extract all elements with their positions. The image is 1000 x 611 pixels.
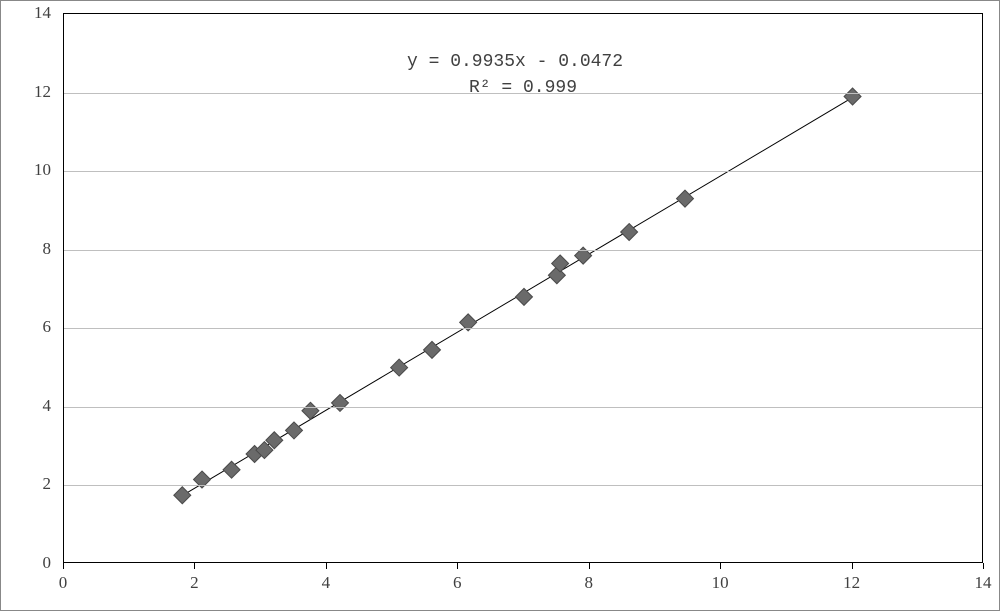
x-tick (983, 563, 984, 569)
x-tick (589, 563, 590, 569)
x-tick-label: 12 (843, 573, 860, 593)
x-tick-label: 14 (975, 573, 992, 593)
gridline-horizontal (64, 171, 982, 172)
data-point-marker (677, 190, 694, 207)
x-tick-label: 0 (59, 573, 68, 593)
data-point-marker (516, 288, 533, 305)
data-point-marker (286, 422, 303, 439)
data-point-marker (223, 461, 240, 478)
equation-annotation: y = 0.9935x - 0.0472 (407, 52, 623, 72)
chart-container: y = 0.9935x - 0.0472 R² = 0.999 0 2 4 6 8 10 12… (0, 0, 1000, 611)
data-point-marker (552, 255, 569, 272)
data-point-marker (548, 267, 565, 284)
data-point-marker (844, 88, 861, 105)
data-point-marker (302, 402, 319, 419)
gridline-horizontal (64, 485, 982, 486)
data-point-marker (256, 442, 273, 459)
x-tick-label: 6 (453, 573, 462, 593)
r-squared-annotation: R² = 0.999 (469, 78, 577, 98)
y-tick-label: 12 (34, 82, 51, 102)
x-tick-label: 4 (322, 573, 331, 593)
x-tick-label: 2 (190, 573, 199, 593)
x-tick-label: 10 (712, 573, 729, 593)
data-point-marker (266, 432, 283, 449)
x-tick (720, 563, 721, 569)
data-point-marker (424, 341, 441, 358)
x-tick (852, 563, 853, 569)
y-tick-label: 6 (43, 317, 52, 337)
x-tick (457, 563, 458, 569)
y-tick-label: 14 (34, 3, 51, 23)
data-point-marker (391, 359, 408, 376)
y-tick-label: 10 (34, 160, 51, 180)
data-point-marker (621, 224, 638, 241)
x-tick (326, 563, 327, 569)
data-point-marker (174, 487, 191, 504)
gridline-horizontal (64, 328, 982, 329)
x-tick (194, 563, 195, 569)
y-tick-label: 4 (43, 396, 52, 416)
y-tick-label: 2 (43, 474, 52, 494)
gridline-horizontal (64, 250, 982, 251)
trendline (182, 97, 852, 495)
x-tick (63, 563, 64, 569)
gridline-horizontal (64, 407, 982, 408)
y-tick-label: 8 (43, 239, 52, 259)
y-tick-label: 0 (43, 553, 52, 573)
x-tick-label: 8 (584, 573, 593, 593)
plot-area: y = 0.9935x - 0.0472 R² = 0.999 (63, 13, 983, 563)
data-point-marker (246, 446, 263, 463)
data-point-marker (332, 394, 349, 411)
